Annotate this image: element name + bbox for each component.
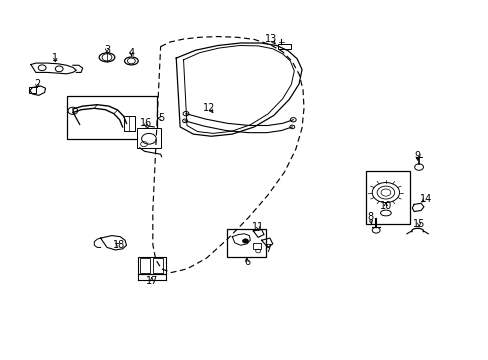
Bar [253,243,260,249]
Ellipse shape [380,210,390,216]
Text: 11: 11 [251,222,264,232]
Text: 7: 7 [264,244,270,254]
Text: 2: 2 [34,79,41,89]
Text: 18: 18 [112,240,124,250]
Text: 10: 10 [379,201,391,211]
Text: 14: 14 [419,194,431,204]
Bar [124,116,135,131]
Text: 3: 3 [104,45,110,55]
Text: 17: 17 [145,276,158,286]
Text: 15: 15 [412,219,425,229]
Text: 9: 9 [414,150,420,161]
Text: 1: 1 [52,53,58,63]
Bar [227,229,266,257]
Ellipse shape [99,53,115,62]
Text: 8: 8 [366,212,373,222]
Bar [366,171,409,224]
Bar [66,96,157,139]
Text: 13: 13 [264,35,277,44]
Bar [153,258,162,273]
Text: 4: 4 [128,48,134,58]
Bar [29,87,36,93]
Bar [137,128,160,148]
Text: 12: 12 [203,103,215,113]
Bar [140,258,150,273]
Text: 6: 6 [244,257,249,267]
Text: 5: 5 [158,113,164,123]
Ellipse shape [124,57,138,65]
Bar [277,44,291,49]
Bar [138,257,166,274]
Circle shape [242,239,248,243]
Text: 16: 16 [140,118,152,128]
